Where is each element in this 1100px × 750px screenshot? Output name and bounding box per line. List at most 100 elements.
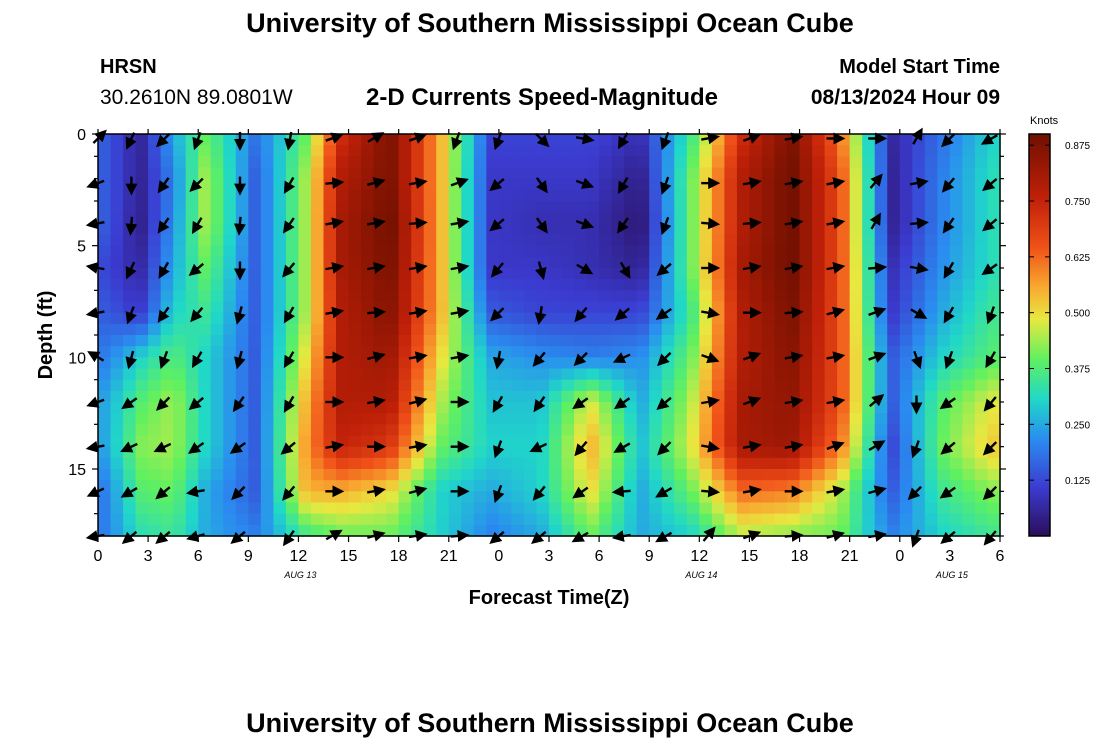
heatmap-cell: [123, 167, 137, 180]
heatmap-cell: [110, 301, 124, 314]
heatmap-cell: [561, 469, 575, 481]
current-vector: [784, 132, 804, 145]
heatmap-cell: [862, 212, 876, 224]
heatmap-cell: [649, 390, 663, 403]
heatmap-cell: [260, 223, 274, 236]
heatmap-cell: [874, 469, 888, 481]
heatmap-cell: [862, 402, 876, 414]
heatmap-cell: [624, 424, 638, 437]
heatmap-cell: [586, 234, 600, 247]
heatmap-cell: [235, 279, 249, 291]
heatmap-cell: [749, 245, 763, 258]
heatmap-cell: [962, 524, 976, 537]
heatmap-cell: [849, 469, 863, 481]
heatmap-cell: [824, 469, 838, 481]
heatmap-cell: [310, 469, 325, 481]
current-vector: [234, 306, 246, 325]
heatmap-cell: [912, 379, 926, 392]
heatmap-cell: [649, 323, 663, 336]
heatmap-cell: [787, 290, 801, 303]
heatmap-cell: [636, 413, 650, 425]
x-tick-label: 0: [94, 548, 103, 565]
heatmap-cell: [574, 256, 588, 269]
heatmap-cell: [148, 189, 162, 202]
heatmap-cell: [498, 357, 513, 370]
heatmap-cell: [987, 279, 1001, 291]
heatmap-cell: [173, 513, 187, 526]
heatmap-cell: [849, 323, 863, 336]
heatmap-cell: [799, 279, 813, 291]
heatmap-cell: [899, 491, 913, 504]
heatmap-cell: [373, 312, 387, 325]
heatmap-cell: [624, 268, 638, 280]
current-vector: [190, 306, 204, 323]
heatmap-cell: [549, 413, 563, 425]
current-vector: [234, 350, 246, 370]
heatmap-cell: [310, 491, 325, 504]
heatmap-cell: [849, 368, 863, 381]
heatmap-cell: [98, 480, 112, 492]
heatmap-cell: [761, 346, 776, 358]
heatmap-cell: [361, 502, 375, 515]
heatmap-cell: [511, 268, 525, 280]
heatmap-cell: [160, 435, 174, 448]
heatmap-cell: [674, 513, 688, 526]
heatmap-cell: [649, 502, 663, 515]
current-vector: [942, 217, 955, 234]
heatmap-cell: [310, 390, 325, 403]
heatmap-cell: [198, 156, 212, 169]
heatmap-cell: [273, 134, 287, 146]
heatmap-cell: [924, 234, 938, 247]
heatmap-cell: [599, 167, 613, 180]
heatmap-cell: [887, 502, 901, 515]
current-vectors: [85, 127, 998, 548]
heatmap-cell: [899, 424, 913, 437]
heatmap-cell: [586, 189, 600, 202]
heatmap-cell: [611, 502, 625, 515]
heatmap-cell: [285, 201, 300, 213]
current-vector: [742, 177, 762, 189]
heatmap-cell: [962, 502, 976, 515]
heatmap-cell: [599, 301, 613, 314]
heatmap-cell: [699, 524, 713, 537]
heatmap-cell: [248, 435, 262, 448]
current-vector: [742, 262, 762, 274]
heatmap-cell: [799, 413, 813, 425]
heatmap-cell: [611, 379, 625, 392]
heatmap-cell: [574, 502, 588, 515]
current-vector: [233, 216, 246, 236]
heatmap-cell: [561, 379, 575, 392]
heatmap-cell: [210, 256, 224, 269]
heatmap-cell: [824, 256, 838, 269]
heatmap-cell: [674, 346, 688, 358]
heatmap-cell: [862, 491, 876, 504]
heatmap-cell: [523, 379, 538, 392]
heatmap-cell: [198, 379, 212, 392]
page-title: University of Southern Mississippi Ocean…: [246, 8, 854, 38]
heatmap-cell: [536, 335, 550, 347]
heatmap-cell: [448, 435, 462, 448]
heatmap-cell: [924, 134, 938, 146]
heatmap-cell: [148, 379, 162, 392]
heatmap-cell: [862, 357, 876, 370]
heatmap-cell: [787, 379, 801, 392]
heatmap-cell: [536, 189, 550, 202]
heatmap-cell: [210, 513, 224, 526]
heatmap-cell: [686, 513, 700, 526]
heatmap-cell: [198, 457, 212, 470]
heatmap-cell: [386, 156, 400, 169]
heatmap-cell: [210, 346, 224, 358]
heatmap-cell: [974, 279, 989, 291]
heatmap-cell: [361, 469, 375, 481]
heatmap-cell: [837, 290, 851, 303]
heatmap-cell: [912, 234, 926, 247]
heatmap-cell: [586, 268, 600, 280]
current-vector: [742, 485, 762, 498]
heatmap-cell: [849, 134, 863, 146]
heatmap-cell: [423, 524, 437, 537]
heatmap-cell: [436, 524, 450, 537]
heatmap-cell: [198, 268, 212, 280]
heatmap-cell: [123, 390, 137, 403]
heatmap-cell: [298, 201, 312, 213]
heatmap-cell: [849, 256, 863, 269]
